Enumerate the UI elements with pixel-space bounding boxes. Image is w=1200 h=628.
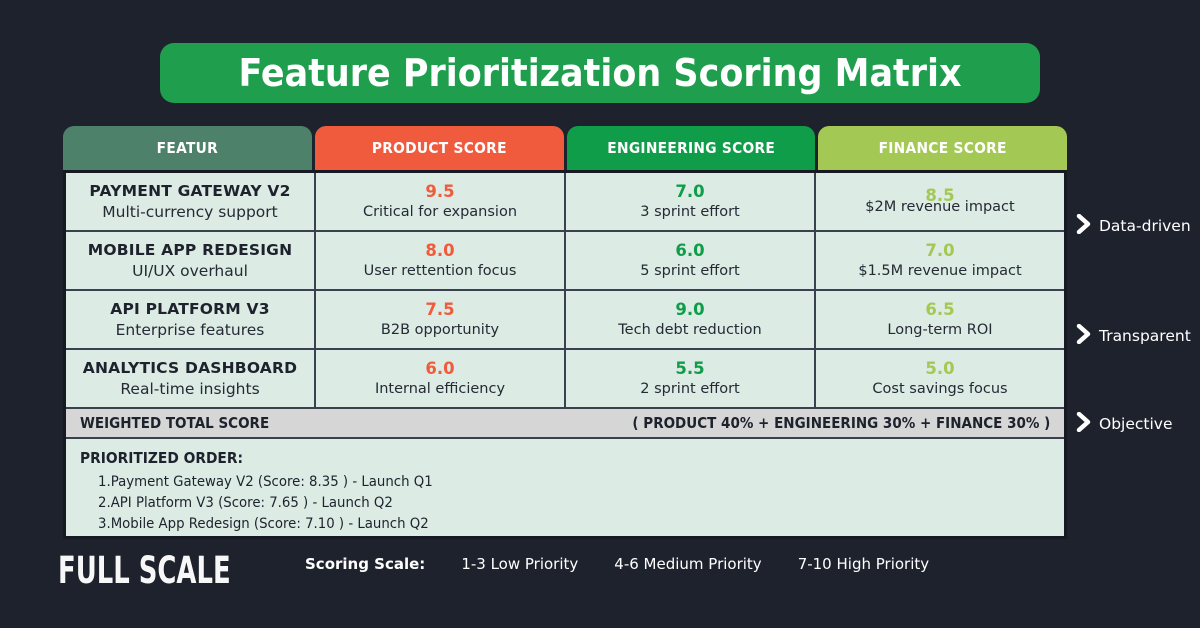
score-value: 7.0 bbox=[925, 240, 955, 260]
score-desc: Tech debt reduction bbox=[618, 321, 762, 338]
column-header-label: FINANCE SCORE bbox=[878, 139, 1007, 157]
list-item: 1.Payment Gateway V2 (Score: 8.35 ) - La… bbox=[98, 474, 433, 490]
column-header-product-score: PRODUCT SCORE bbox=[314, 126, 564, 170]
callout-transparent: Transparent bbox=[1076, 323, 1191, 348]
product-score-cell: 8.0 User rettention focus bbox=[316, 232, 564, 289]
feature-name: ANALYTICS DASHBOARD bbox=[82, 358, 298, 377]
prioritized-order-list: 1.Payment Gateway V2 (Score: 8.35 ) - La… bbox=[98, 472, 1050, 535]
product-score-cell: 9.5 Critical for expansion bbox=[316, 173, 564, 230]
scale-item-high: 7-10 High Priority bbox=[797, 555, 930, 573]
feature-cell: ANALYTICS DASHBOARD Real-time insights bbox=[66, 350, 314, 407]
title-banner: Feature Prioritization Scoring Matrix bbox=[160, 43, 1040, 103]
score-value: 7.5 bbox=[425, 299, 455, 319]
finance-score-cell: 8.5 $2M revenue impact bbox=[816, 173, 1064, 230]
feature-cell: MOBILE APP REDESIGN UI/UX overhaul bbox=[66, 232, 314, 289]
feature-desc: Multi-currency support bbox=[102, 202, 278, 221]
engineering-score-cell: 7.0 3 sprint effort bbox=[566, 173, 814, 230]
score-desc: Critical for expansion bbox=[362, 203, 518, 220]
feature-desc: Enterprise features bbox=[115, 320, 265, 339]
scoring-matrix-table: FEATUR PRODUCT SCORE ENGINEERING SCORE F… bbox=[63, 126, 1067, 539]
column-header-label: PRODUCT SCORE bbox=[371, 139, 507, 157]
feature-cell: API PLATFORM V3 Enterprise features bbox=[66, 291, 314, 348]
weighted-total-row: WEIGHTED TOTAL SCORE ( PRODUCT 40% + ENG… bbox=[66, 409, 1064, 437]
column-header-feature: FEATUR bbox=[63, 126, 312, 170]
engineering-score-cell: 6.0 5 sprint effort bbox=[566, 232, 814, 289]
scale-item-medium: 4-6 Medium Priority bbox=[614, 555, 762, 573]
list-item: 2.API Platform V3 (Score: 7.65 ) - Launc… bbox=[98, 495, 393, 511]
score-value: 6.5 bbox=[925, 299, 955, 319]
callout-data-driven: Data-driven bbox=[1076, 213, 1191, 238]
score-desc: Cost savings focus bbox=[872, 380, 1008, 397]
weighted-formula: ( PRODUCT 40% + ENGINEERING 30% + FINANC… bbox=[632, 414, 1050, 432]
score-value: 7.0 bbox=[675, 181, 705, 201]
column-header-label: ENGINEERING SCORE bbox=[606, 139, 775, 157]
score-value: 8.0 bbox=[425, 240, 455, 260]
feature-name: API PLATFORM V3 bbox=[110, 299, 270, 318]
weighted-total-label: WEIGHTED TOTAL SCORE bbox=[80, 414, 270, 432]
scoring-scale-legend: Scoring Scale: 1-3 Low Priority 4-6 Medi… bbox=[305, 549, 929, 579]
score-desc: 5 sprint effort bbox=[640, 262, 740, 279]
score-desc: 2 sprint effort bbox=[640, 380, 740, 397]
table-row: MOBILE APP REDESIGN UI/UX overhaul 8.0 U… bbox=[66, 232, 1064, 289]
logo-text: FULL SCALE bbox=[58, 548, 231, 592]
callout-label: Objective bbox=[1099, 415, 1173, 433]
score-value: 6.0 bbox=[425, 358, 455, 378]
column-header-finance-score: FINANCE SCORE bbox=[818, 126, 1067, 170]
product-score-cell: 6.0 Internal efficiency bbox=[316, 350, 564, 407]
finance-score-cell: 5.0 Cost savings focus bbox=[816, 350, 1064, 407]
score-desc: Internal efficiency bbox=[374, 380, 506, 397]
table-body: PAYMENT GATEWAY V2 Multi-currency suppor… bbox=[63, 170, 1067, 539]
chevron-right-icon bbox=[1076, 323, 1091, 348]
full-scale-logo: FULL SCALE bbox=[58, 548, 305, 592]
score-desc: User rettention focus bbox=[363, 262, 517, 279]
scoring-scale-title: Scoring Scale: bbox=[305, 555, 426, 573]
feature-desc: UI/UX overhaul bbox=[132, 261, 248, 280]
feature-name: PAYMENT GATEWAY V2 bbox=[89, 181, 291, 200]
callout-objective: Objective bbox=[1076, 411, 1173, 436]
feature-cell: PAYMENT GATEWAY V2 Multi-currency suppor… bbox=[66, 173, 314, 230]
engineering-score-cell: 9.0 Tech debt reduction bbox=[566, 291, 814, 348]
score-desc: Long-term ROI bbox=[887, 321, 993, 338]
score-value: 5.0 bbox=[925, 358, 955, 378]
score-value: 9.0 bbox=[675, 299, 705, 319]
table-row: ANALYTICS DASHBOARD Real-time insights 6… bbox=[66, 350, 1064, 407]
column-header-engineering-score: ENGINEERING SCORE bbox=[566, 126, 816, 170]
callout-label: Data-driven bbox=[1099, 217, 1191, 235]
feature-name: MOBILE APP REDESIGN bbox=[87, 240, 293, 259]
score-value: 9.5 bbox=[425, 181, 455, 201]
table-row: PAYMENT GATEWAY V2 Multi-currency suppor… bbox=[66, 173, 1064, 230]
score-desc: $2M revenue impact bbox=[865, 199, 1015, 216]
score-desc: 3 sprint effort bbox=[640, 203, 740, 220]
score-desc: $1.5M revenue impact bbox=[858, 262, 1022, 279]
finance-score-cell: 6.5 Long-term ROI bbox=[816, 291, 1064, 348]
list-item: 3.Mobile App Redesign (Score: 7.10 ) - L… bbox=[98, 516, 429, 532]
column-header-label: FEATUR bbox=[156, 139, 219, 157]
score-value: 8.5 bbox=[925, 186, 955, 206]
prioritized-order-section: PRIORITIZED ORDER: 1.Payment Gateway V2 … bbox=[66, 439, 1064, 536]
finance-score-cell: 7.0 $1.5M revenue impact bbox=[816, 232, 1064, 289]
table-header-row: FEATUR PRODUCT SCORE ENGINEERING SCORE F… bbox=[63, 126, 1067, 170]
page-title: Feature Prioritization Scoring Matrix bbox=[238, 51, 962, 95]
score-desc: B2B opportunity bbox=[380, 321, 500, 338]
engineering-score-cell: 5.5 2 sprint effort bbox=[566, 350, 814, 407]
scale-item-low: 1-3 Low Priority bbox=[461, 555, 579, 573]
table-row: API PLATFORM V3 Enterprise features 7.5 … bbox=[66, 291, 1064, 348]
chevron-right-icon bbox=[1076, 411, 1091, 436]
feature-desc: Real-time insights bbox=[120, 379, 260, 398]
chevron-right-icon bbox=[1076, 213, 1091, 238]
prioritized-order-title: PRIORITIZED ORDER: bbox=[80, 449, 243, 467]
score-value: 6.0 bbox=[675, 240, 705, 260]
product-score-cell: 7.5 B2B opportunity bbox=[316, 291, 564, 348]
score-value: 5.5 bbox=[675, 358, 705, 378]
callout-label: Transparent bbox=[1099, 327, 1191, 345]
